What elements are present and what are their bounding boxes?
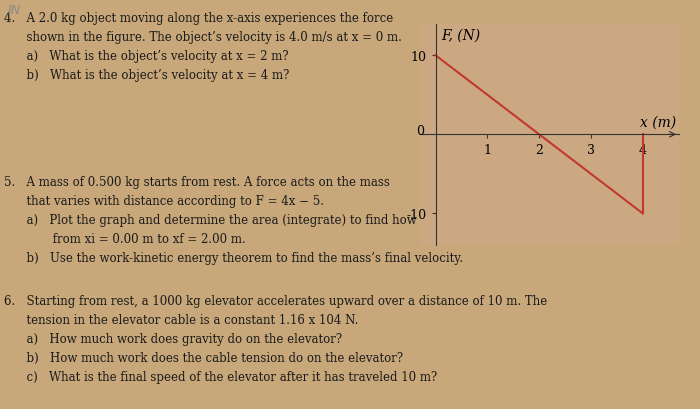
Text: 6.   Starting from rest, a 1000 kg elevator accelerates upward over a distance o: 6. Starting from rest, a 1000 kg elevato… (4, 294, 547, 383)
Text: 4.   A 2.0 kg object moving along the x-axis experiences the force
      shown i: 4. A 2.0 kg object moving along the x-ax… (4, 12, 402, 82)
Text: 0: 0 (416, 125, 424, 137)
Text: F, (N): F, (N) (441, 29, 480, 43)
Text: IN: IN (8, 4, 21, 17)
Text: 5.   A mass of 0.500 kg starts from rest. A force acts on the mass
      that va: 5. A mass of 0.500 kg starts from rest. … (4, 176, 578, 265)
Text: x (m): x (m) (640, 115, 676, 129)
